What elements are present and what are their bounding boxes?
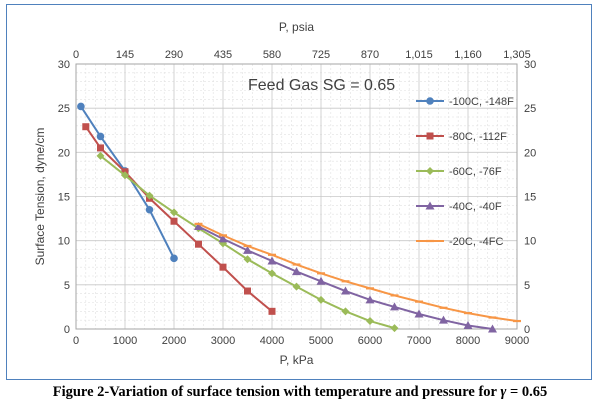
legend-marker-3 <box>426 167 434 175</box>
data-point-series-3 <box>96 151 105 160</box>
data-point-series-4 <box>463 320 473 329</box>
y-tick-label-left: 30 <box>58 59 70 71</box>
x2-tick-label: 870 <box>361 49 379 61</box>
legend-label-5: -20C, -4FC <box>449 236 503 248</box>
data-point-series-2 <box>170 217 178 225</box>
data-point-series-3 <box>390 324 399 333</box>
x-tick-label: 9000 <box>505 335 529 347</box>
legend-marker-2 <box>426 132 434 140</box>
data-point-series-2 <box>97 144 104 152</box>
x2-tick-label: 290 <box>165 49 183 61</box>
data-point-series-1 <box>77 102 85 111</box>
data-point-series-4 <box>439 315 448 324</box>
data-point-series-4 <box>243 245 252 254</box>
data-point-series-4 <box>194 222 203 231</box>
series-line-5 <box>198 222 518 323</box>
data-point-series-2 <box>219 263 227 271</box>
y-tick-label-left: 25 <box>58 103 70 115</box>
x-tick-label: 2000 <box>162 335 186 347</box>
x2-tick-label: 1,160 <box>454 49 482 61</box>
legend-marker-4 <box>425 201 435 210</box>
x2-tick-label: 0 <box>73 49 79 61</box>
data-point-series-4 <box>292 267 301 276</box>
data-point-series-3 <box>292 282 301 291</box>
series-line-1 <box>80 105 175 259</box>
y-tick-label-left: 15 <box>58 192 70 204</box>
legend-label-2: -80C, -112F <box>449 131 507 143</box>
x2-tick-label: 435 <box>214 49 232 61</box>
x-tick-label: 4000 <box>260 335 284 347</box>
data-point-series-4 <box>316 276 326 285</box>
x-tick-label: 0 <box>73 335 79 347</box>
data-point-series-3 <box>145 191 154 200</box>
data-point-series-3 <box>170 208 178 217</box>
data-point-series-4 <box>414 309 424 318</box>
data-point-series-2 <box>195 240 202 248</box>
legend-label-4: -40C, -40F <box>449 201 502 213</box>
x-tick-label: 3000 <box>211 335 235 347</box>
caption-symbol: γ <box>500 384 507 400</box>
y-tick-label-right: 10 <box>524 236 536 248</box>
legend-marker-1 <box>426 97 434 105</box>
y-tick-label-left: 5 <box>64 280 70 292</box>
data-point-series-3 <box>341 307 350 316</box>
data-point-series-3 <box>243 255 252 264</box>
annotation-feed-gas-sg: Feed Gas SG = 0.65 <box>248 77 395 94</box>
data-point-series-1 <box>170 254 178 263</box>
data-point-series-2 <box>268 307 276 315</box>
legend-label-1: -100C, -148F <box>449 96 514 108</box>
x-axis-title: P, kPa <box>280 353 314 367</box>
y-tick-label-left: 20 <box>58 147 70 159</box>
legend-label-3: -60C, -76F <box>449 166 502 178</box>
x-tick-label: 5000 <box>309 335 333 347</box>
plot-area-border <box>75 63 518 330</box>
data-point-series-4 <box>267 256 277 265</box>
data-point-series-3 <box>366 317 374 326</box>
y-tick-label-right: 15 <box>524 192 536 204</box>
y-tick-label-right: 20 <box>524 147 536 159</box>
data-point-series-3 <box>268 269 276 278</box>
caption-suffix: = 0.65 <box>506 384 548 400</box>
data-point-series-3 <box>317 295 325 304</box>
x-tick-label: 8000 <box>456 335 480 347</box>
y-tick-label-left: 0 <box>64 324 70 336</box>
data-point-series-1 <box>96 132 105 141</box>
x-tick-label: 7000 <box>407 335 431 347</box>
data-point-series-4 <box>218 234 228 243</box>
y-tick-label-right: 25 <box>524 103 536 115</box>
x-tick-label: 6000 <box>358 335 382 347</box>
x2-tick-label: 1,305 <box>503 49 531 61</box>
y-tick-label-right: 0 <box>524 324 530 336</box>
caption-prefix: Figure 2-Variation of surface tension wi… <box>52 384 501 400</box>
x2-tick-label: 145 <box>116 49 134 61</box>
figure-caption: Figure 2-Variation of surface tension wi… <box>0 384 600 401</box>
y-tick-label-right: 5 <box>524 280 530 292</box>
data-point-series-4 <box>365 295 375 304</box>
data-point-series-4 <box>488 324 497 333</box>
y-axis-title: Surface Tension, dyne/cm <box>33 128 47 266</box>
x2-axis-title: P, psia <box>279 20 314 34</box>
x2-tick-label: 1,015 <box>405 49 433 61</box>
data-point-series-4 <box>341 286 350 295</box>
x2-tick-label: 580 <box>263 49 281 61</box>
y-tick-label-right: 30 <box>524 59 536 71</box>
x-tick-label: 1000 <box>113 335 137 347</box>
data-point-series-3 <box>121 171 129 180</box>
data-point-series-4 <box>390 302 399 311</box>
data-point-series-1 <box>145 205 154 214</box>
data-point-series-2 <box>244 287 251 295</box>
x2-tick-label: 725 <box>312 49 330 61</box>
y-tick-label-left: 10 <box>58 236 70 248</box>
data-point-series-2 <box>82 123 90 131</box>
